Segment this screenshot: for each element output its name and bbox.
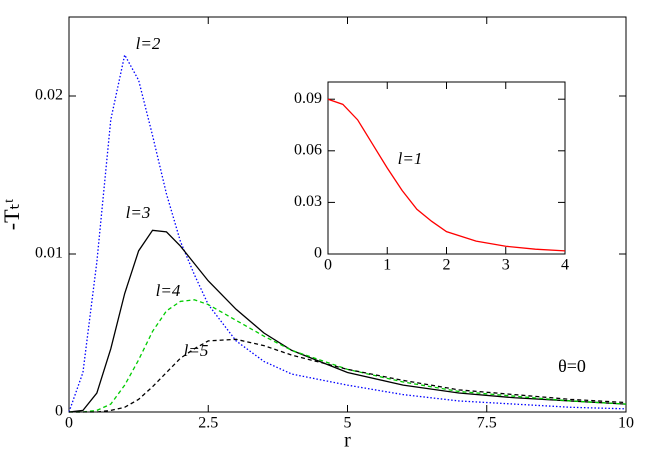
line-series [69, 299, 627, 413]
series-label: l=5 [184, 341, 209, 360]
series-label: l=1 [398, 149, 423, 168]
y-axis-label: -Tₜᵗ [0, 199, 24, 230]
x-tick-label: 2.5 [198, 415, 218, 432]
y-tick-label: 0.06 [294, 141, 322, 158]
x-tick-label: 0 [324, 257, 332, 274]
x-tick-label: 10 [618, 415, 634, 432]
line-series [69, 338, 627, 413]
y-tick-label: 0 [55, 403, 63, 420]
x-tick-label: 3 [502, 257, 510, 274]
x-axis-label: r [344, 430, 351, 452]
series-label: l=4 [156, 281, 181, 300]
line-series [68, 53, 627, 413]
series-label: l=3 [126, 203, 151, 222]
y-tick-label: 0.02 [35, 87, 63, 104]
plot-frame [327, 81, 566, 255]
x-tick-label: 4 [561, 257, 569, 274]
y-tick-label: 0.01 [35, 245, 63, 262]
y-tick-label: 0.09 [294, 90, 322, 107]
x-tick-label: 1 [383, 257, 391, 274]
x-tick-label: 7.5 [477, 415, 497, 432]
x-tick-label: 2 [443, 257, 451, 274]
y-tick-label: 0 [314, 245, 322, 262]
x-tick-label: 5 [344, 415, 352, 432]
series-label: l=2 [136, 34, 161, 53]
annotation: θ=0 [558, 356, 586, 376]
line-series [68, 229, 627, 413]
x-tick-label: 0 [65, 415, 73, 432]
y-tick-label: 0.03 [294, 193, 322, 210]
plot-frame [68, 16, 627, 413]
line-series [327, 98, 566, 252]
